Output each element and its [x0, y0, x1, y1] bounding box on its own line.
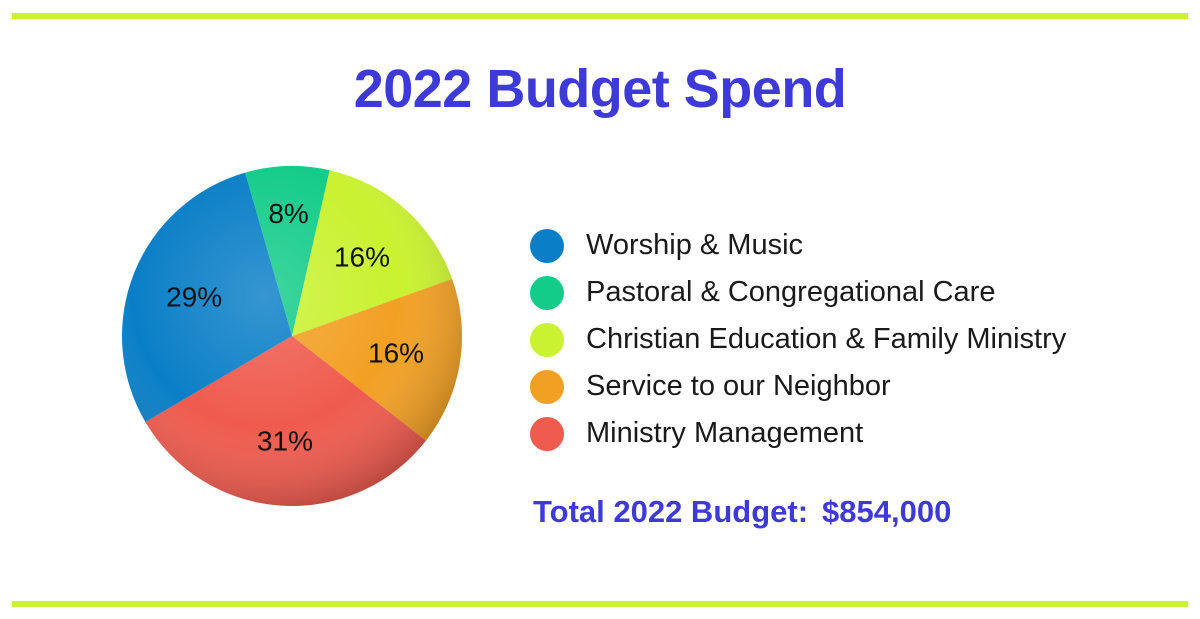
legend-label-pastoral-care: Pastoral & Congregational Care: [586, 276, 996, 308]
legend-swatch-worship-music: [530, 228, 564, 263]
legend-item-service-neighbor: Service to our Neighbor: [530, 363, 1066, 410]
legend-item-ministry-management: Ministry Management: [530, 410, 1066, 457]
slice-label-ministry-management: 31%: [257, 426, 313, 457]
legend-label-ministry-management: Ministry Management: [586, 417, 864, 449]
total-budget-amount: $854,000: [822, 494, 952, 529]
slice-label-worship-music: 29%: [166, 281, 222, 312]
legend-swatch-christian-education: [530, 322, 564, 357]
slice-label-pastoral-care: 8%: [268, 198, 308, 229]
legend: Worship & Music Pastoral & Congregationa…: [530, 222, 1066, 457]
legend-item-pastoral-care: Pastoral & Congregational Care: [530, 269, 1066, 316]
top-divider: [12, 13, 1188, 19]
legend-item-christian-education: Christian Education & Family Ministry: [530, 316, 1066, 363]
legend-swatch-service-neighbor: [530, 369, 564, 404]
legend-label-service-neighbor: Service to our Neighbor: [586, 370, 891, 402]
total-budget-label: Total 2022 Budget:: [533, 494, 809, 529]
legend-label-christian-education: Christian Education & Family Ministry: [586, 323, 1067, 355]
legend-swatch-pastoral-care: [530, 275, 564, 310]
total-budget: Total 2022 Budget: $854,000: [533, 494, 951, 530]
pie-chart: 8% 16% 16% 31% 29%: [122, 166, 462, 506]
bottom-divider: [12, 601, 1188, 607]
legend-label-worship-music: Worship & Music: [586, 229, 804, 261]
legend-item-worship-music: Worship & Music: [530, 222, 1066, 269]
slice-label-service-neighbor: 16%: [368, 337, 424, 368]
slice-label-christian-education: 16%: [334, 242, 390, 273]
legend-swatch-ministry-management: [530, 416, 564, 451]
chart-title: 2022 Budget Spend: [353, 59, 847, 119]
